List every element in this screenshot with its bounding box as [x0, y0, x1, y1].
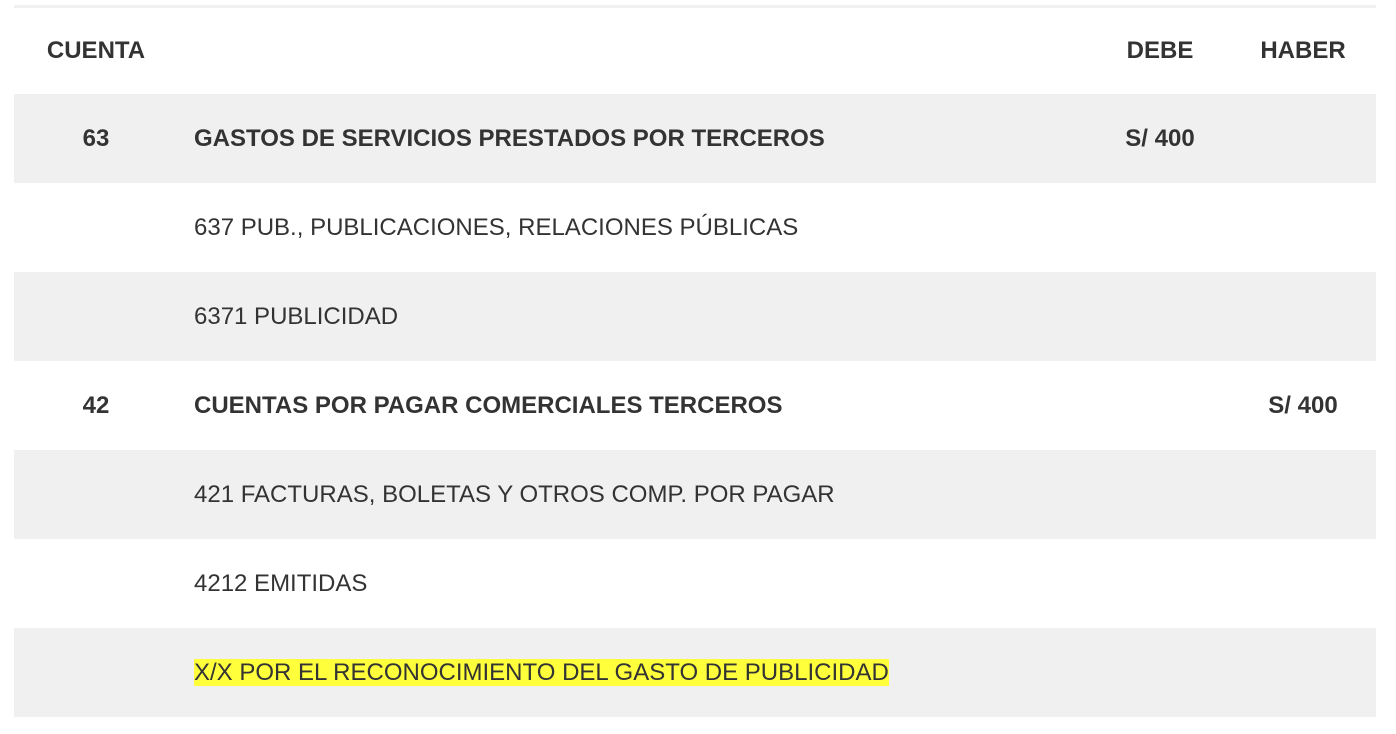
- cell-debe: [1090, 272, 1230, 361]
- cell-debe: S/ 400: [1090, 94, 1230, 183]
- header-haber: HABER: [1260, 37, 1346, 64]
- cell-description: X/X POR EL RECONOCIMIENTO DEL GASTO DE P…: [178, 628, 1090, 717]
- table-row: 42 CUENTAS POR PAGAR COMERCIALES TERCEROS…: [14, 361, 1376, 450]
- cell-cuenta: [14, 628, 178, 717]
- cell-cuenta: [14, 183, 178, 272]
- cell-cuenta: 42: [14, 361, 178, 450]
- cell-cuenta-text: 42: [82, 391, 110, 419]
- cell-description-text: 4212 EMITIDAS: [194, 569, 368, 597]
- cell-description: 421 FACTURAS, BOLETAS Y OTROS COMP. POR …: [178, 450, 1090, 539]
- top-border: [14, 5, 1376, 8]
- table-row: 637 PUB., PUBLICACIONES, RELACIONES PÚBL…: [14, 183, 1376, 272]
- cell-debe: [1090, 183, 1230, 272]
- cell-description-text: X/X POR EL RECONOCIMIENTO DEL GASTO DE P…: [194, 658, 889, 686]
- cell-description: 637 PUB., PUBLICACIONES, RELACIONES PÚBL…: [178, 183, 1090, 272]
- cell-description-text: GASTOS DE SERVICIOS PRESTADOS POR TERCER…: [194, 124, 825, 152]
- cell-description: 6371 PUBLICIDAD: [178, 272, 1090, 361]
- header-cuenta: CUENTA: [46, 37, 146, 64]
- cell-haber: S/ 400: [1230, 361, 1376, 450]
- header-row: CUENTA DEBE HABER: [14, 8, 1376, 94]
- cell-haber: [1230, 628, 1376, 717]
- cell-cuenta-text: 63: [82, 124, 110, 152]
- cell-description-text: 637 PUB., PUBLICACIONES, RELACIONES PÚBL…: [194, 213, 799, 241]
- cell-debe-text: S/ 400: [1125, 124, 1195, 152]
- cell-debe: [1090, 450, 1230, 539]
- cell-haber: [1230, 450, 1376, 539]
- cell-cuenta: [14, 272, 178, 361]
- table-row: 421 FACTURAS, BOLETAS Y OTROS COMP. POR …: [14, 450, 1376, 539]
- cell-description: CUENTAS POR PAGAR COMERCIALES TERCEROS: [178, 361, 1090, 450]
- cell-description-text: 421 FACTURAS, BOLETAS Y OTROS COMP. POR …: [194, 480, 835, 508]
- cell-description-text: 6371 PUBLICIDAD: [194, 302, 399, 330]
- table-row: 6371 PUBLICIDAD: [14, 272, 1376, 361]
- cell-debe: [1090, 539, 1230, 628]
- cell-description: 4212 EMITIDAS: [178, 539, 1090, 628]
- journal-entry-table: CUENTA DEBE HABER 63 GASTOS DE SERVICIOS …: [14, 8, 1376, 717]
- cell-haber: [1230, 183, 1376, 272]
- cell-description-text: CUENTAS POR PAGAR COMERCIALES TERCEROS: [194, 391, 783, 419]
- table-row: 63 GASTOS DE SERVICIOS PRESTADOS POR TERC…: [14, 94, 1376, 183]
- cell-cuenta: [14, 450, 178, 539]
- cell-haber: [1230, 272, 1376, 361]
- cell-description: GASTOS DE SERVICIOS PRESTADOS POR TERCER…: [178, 94, 1090, 183]
- cell-haber: [1230, 539, 1376, 628]
- header-debe: DEBE: [1126, 37, 1194, 64]
- cell-debe: [1090, 628, 1230, 717]
- table-row: X/X POR EL RECONOCIMIENTO DEL GASTO DE P…: [14, 628, 1376, 717]
- header-description: [178, 8, 1090, 94]
- cell-debe: [1090, 361, 1230, 450]
- cell-cuenta: 63: [14, 94, 178, 183]
- table-row: 4212 EMITIDAS: [14, 539, 1376, 628]
- cell-haber: [1230, 94, 1376, 183]
- cell-haber-text: S/ 400: [1268, 391, 1338, 419]
- cell-cuenta: [14, 539, 178, 628]
